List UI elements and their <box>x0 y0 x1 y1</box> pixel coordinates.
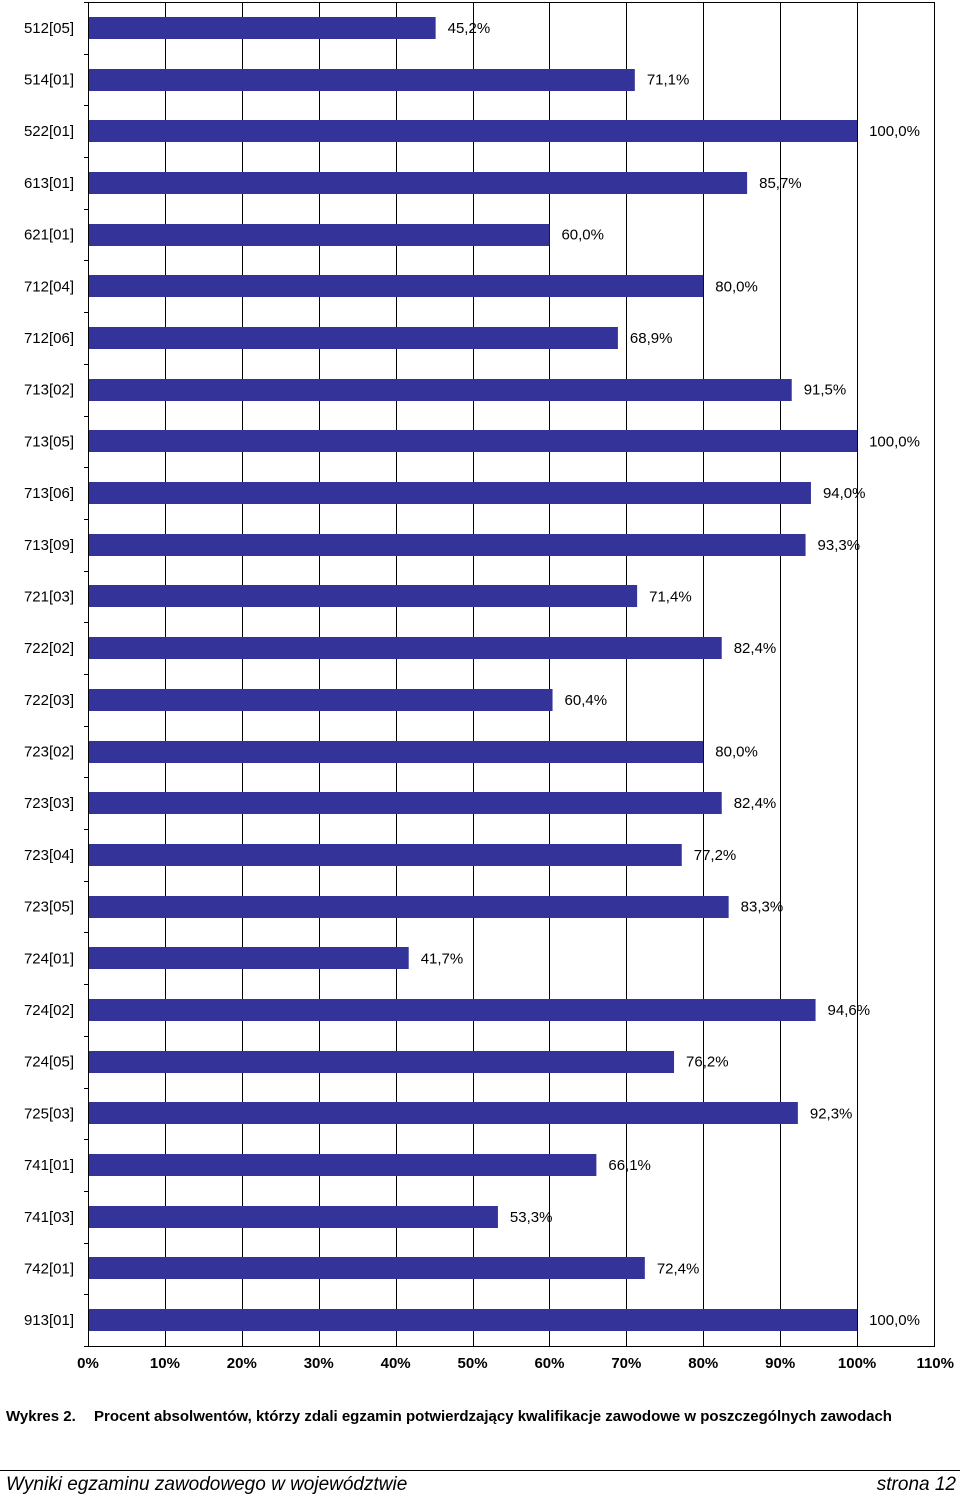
data-label: 82,4% <box>734 795 777 812</box>
category-label: 512[05] <box>24 20 74 37</box>
category-label: 713[09] <box>24 537 74 554</box>
data-label: 94,6% <box>828 1002 871 1019</box>
bar <box>89 1206 498 1228</box>
category-label: 913[01] <box>24 1312 74 1329</box>
category-label: 522[01] <box>24 123 74 140</box>
x-tick-label: 110% <box>916 1355 954 1372</box>
data-label: 66,1% <box>608 1157 651 1174</box>
data-label: 77,2% <box>694 847 737 864</box>
category-label: 713[06] <box>24 485 74 502</box>
bar <box>89 999 816 1021</box>
x-tick-label: 30% <box>304 1355 334 1372</box>
bar <box>89 689 553 711</box>
caption-text: Procent absolwentów, którzy zdali egzami… <box>94 1408 892 1425</box>
bar <box>89 947 409 969</box>
category-label: 723[03] <box>24 795 74 812</box>
footer-divider <box>0 1470 960 1471</box>
data-label: 85,7% <box>759 175 802 192</box>
category-label: 613[01] <box>24 175 74 192</box>
bar <box>89 792 722 814</box>
category-label: 724[05] <box>24 1054 74 1071</box>
data-label: 91,5% <box>804 382 847 399</box>
data-label: 93,3% <box>818 537 861 554</box>
category-label: 712[06] <box>24 330 74 347</box>
footer-title: Wyniki egzaminu zawodowego w województwi… <box>6 1474 408 1495</box>
bar <box>89 69 635 91</box>
bar <box>89 1154 597 1176</box>
data-label: 100,0% <box>869 1312 920 1329</box>
x-tick-label: 80% <box>688 1355 718 1372</box>
category-label: 723[05] <box>24 899 74 916</box>
data-label: 80,0% <box>715 744 758 761</box>
bar <box>89 1051 675 1073</box>
bar <box>89 430 858 452</box>
bar <box>89 172 748 194</box>
bar <box>89 1102 798 1124</box>
bar <box>89 534 806 556</box>
x-tick-label: 90% <box>765 1355 795 1372</box>
x-tick-label: 50% <box>458 1355 488 1372</box>
category-label: 742[01] <box>24 1260 74 1277</box>
x-tick-label: 10% <box>150 1355 180 1372</box>
category-label: 725[03] <box>24 1105 74 1122</box>
bar <box>89 896 729 918</box>
page-footer: Wyniki egzaminu zawodowego w województwi… <box>6 1474 956 1496</box>
category-label: 723[02] <box>24 744 74 761</box>
data-label: 80,0% <box>715 278 758 295</box>
category-label: 724[02] <box>24 1002 74 1019</box>
bar <box>89 224 550 246</box>
data-label: 41,7% <box>421 950 464 967</box>
bar-chart: 512[05] 45,2% 514[01] 71,1% 522[01] 100,0% 613… <box>24 2 954 1372</box>
data-label: 94,0% <box>823 485 866 502</box>
bar <box>89 17 436 39</box>
bar <box>89 120 858 142</box>
data-label: 82,4% <box>734 640 777 657</box>
category-label: 741[03] <box>24 1209 74 1226</box>
bar <box>89 1257 645 1279</box>
bar <box>89 327 618 349</box>
x-tick-label: 60% <box>534 1355 564 1372</box>
chart-caption: Wykres 2. Procent absolwentów, którzy zda… <box>6 1408 956 1425</box>
bar <box>89 379 792 401</box>
x-tick-label: 0% <box>77 1355 99 1372</box>
data-label: 71,4% <box>649 588 692 605</box>
data-label: 100,0% <box>869 433 920 450</box>
category-label: 721[03] <box>24 588 74 605</box>
data-label: 53,3% <box>510 1209 553 1226</box>
bar <box>89 637 722 659</box>
x-tick-label: 20% <box>227 1355 257 1372</box>
data-label: 92,3% <box>810 1105 853 1122</box>
category-label: 713[05] <box>24 433 74 450</box>
category-label: 722[02] <box>24 640 74 657</box>
x-tick-label: 100% <box>838 1355 876 1372</box>
bar <box>89 1309 858 1331</box>
category-label: 712[04] <box>24 278 74 295</box>
bar <box>89 585 638 607</box>
data-label: 100,0% <box>869 123 920 140</box>
bar <box>89 741 704 763</box>
data-label: 83,3% <box>741 899 784 916</box>
category-label: 713[02] <box>24 382 74 399</box>
bar <box>89 844 682 866</box>
data-label: 76,2% <box>686 1054 729 1071</box>
caption-number: Wykres 2. <box>6 1408 76 1425</box>
page-number: strona 12 <box>876 1474 956 1495</box>
bar <box>89 482 811 504</box>
x-tick-label: 40% <box>381 1355 411 1372</box>
x-tick-label: 70% <box>611 1355 641 1372</box>
category-label: 722[03] <box>24 692 74 709</box>
data-label: 45,2% <box>448 20 491 37</box>
category-label: 621[01] <box>24 227 74 244</box>
data-label: 60,4% <box>565 692 608 709</box>
data-label: 60,0% <box>561 227 604 244</box>
category-label: 741[01] <box>24 1157 74 1174</box>
data-label: 68,9% <box>630 330 673 347</box>
category-label: 723[04] <box>24 847 74 864</box>
plot-area-border <box>88 2 935 1347</box>
category-label: 514[01] <box>24 72 74 89</box>
category-label: 724[01] <box>24 950 74 967</box>
data-label: 71,1% <box>647 72 690 89</box>
bar <box>89 275 704 297</box>
data-label: 72,4% <box>657 1260 700 1277</box>
